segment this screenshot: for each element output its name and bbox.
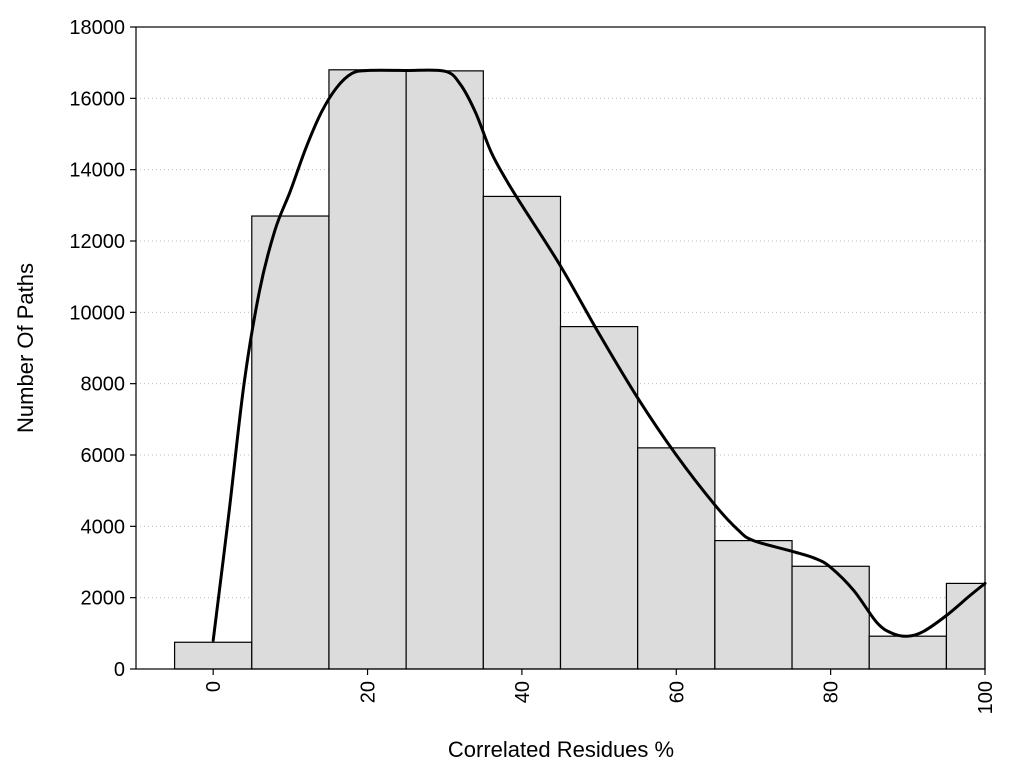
x-axis-title: Correlated Residues % [448,737,674,762]
y-tick-label: 8000 [81,374,126,396]
y-axis-title: Number Of Paths [13,263,38,433]
y-tick-label: 10000 [69,302,125,324]
histogram-bar [251,215,330,670]
y-tick-label: 12000 [69,231,125,253]
x-tick-labels: 0 20 40 60 80 100 [203,681,997,714]
y-tick-label: 0 [114,659,125,681]
x-tick-label: 60 [666,681,688,703]
histogram-bar [637,447,716,670]
x-tick-label: 80 [821,681,843,703]
histogram-bar [945,582,986,670]
histogram-bar [791,565,870,670]
x-tick-label: 0 [203,681,225,692]
histogram-bar [328,69,407,670]
histogram-bar [714,539,793,670]
y-tick-label: 6000 [81,445,126,467]
histogram-bar [868,635,948,670]
y-tick-label: 18000 [69,17,125,39]
x-tick-label: 100 [975,681,997,714]
histogram-bar [173,641,253,670]
curve-line [211,68,987,642]
x-tick-label: 20 [358,681,380,703]
histogram-bar [405,70,484,670]
y-tick-labels: 0 2000 4000 6000 8000 10000 12000 14000 16000 180… [69,17,125,681]
y-tick-label: 14000 [69,160,125,182]
x-tick-label: 40 [512,681,534,703]
plot-frame [135,26,986,670]
y-tick-label: 4000 [81,516,126,538]
y-tick-label: 16000 [69,88,125,110]
histogram-bars [173,69,986,670]
histogram-bar [559,326,639,670]
y-tick-label: 2000 [81,588,126,610]
axis-ticks [130,26,986,675]
density-curve [211,68,987,642]
histogram-bar [482,195,562,670]
